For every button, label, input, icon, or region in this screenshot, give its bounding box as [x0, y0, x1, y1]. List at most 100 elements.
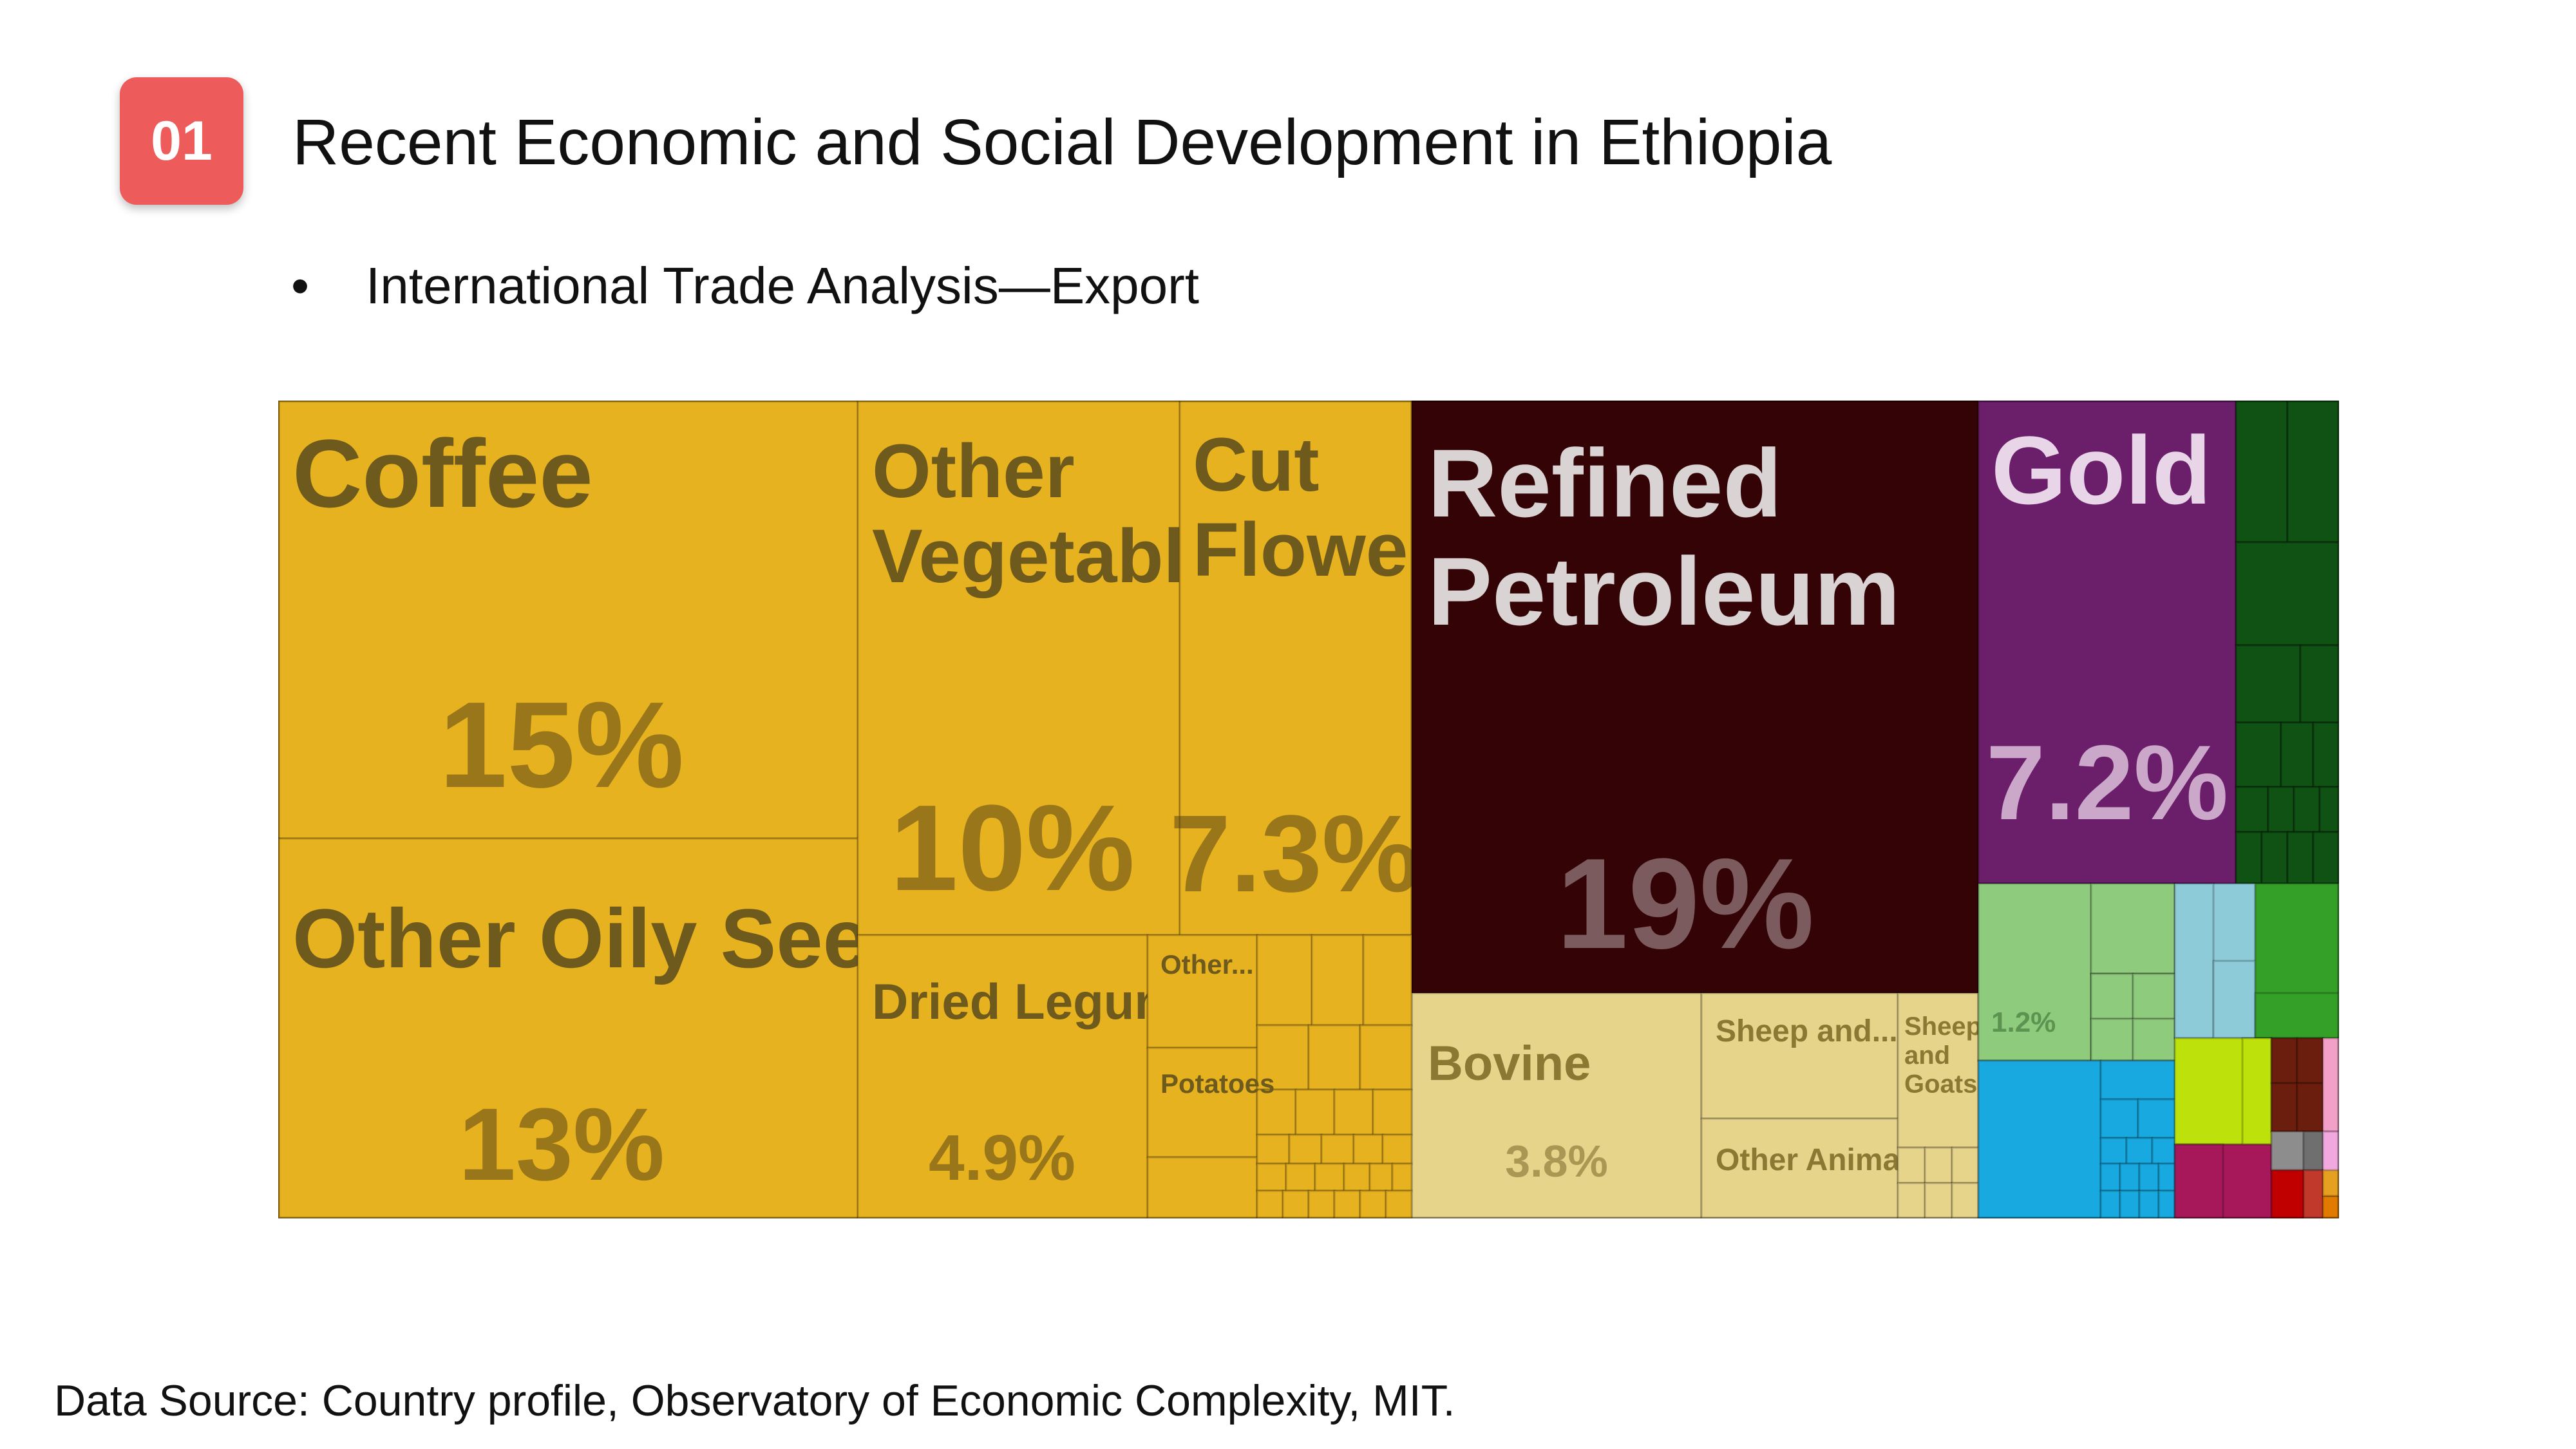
treemap-cell-lightgreen-small	[2090, 972, 2134, 1020]
treemap-cell-animal-small	[1897, 1182, 1926, 1218]
treemap-cell-cyan-small	[2137, 1098, 2176, 1139]
treemap-cell-cyan-small	[2151, 1137, 2176, 1165]
treemap-cell-animal-small	[1924, 1146, 1953, 1184]
treemap-cell-green-small	[2286, 831, 2315, 885]
cell-value-label: 4.9%	[929, 1122, 1075, 1194]
treemap-cell-veg-small	[1288, 1133, 1323, 1165]
treemap-cell-veg-small	[1307, 1024, 1361, 1091]
cell-value-label: 1.2%	[1991, 1007, 2056, 1038]
treemap-cell-orange-small	[2322, 1169, 2339, 1197]
treemap-cell-green-small	[2235, 541, 2339, 647]
treemap-cell-brown-small	[2296, 1037, 2324, 1084]
treemap-cell-green-small	[2260, 831, 2289, 885]
slide-number-badge: 01	[120, 77, 243, 205]
cell-value-label: 10%	[890, 780, 1135, 916]
treemap-cell-veg-small	[1333, 1088, 1374, 1136]
cell-label: Other Oily Seeds	[292, 891, 967, 985]
treemap-cell-animal-small	[1897, 1146, 1926, 1184]
treemap-cell-veg-small	[1256, 1162, 1287, 1192]
treemap-cell-lightgreen-small	[2132, 972, 2176, 1020]
treemap-cell-green-small	[2312, 831, 2339, 885]
treemap-cell-veg-small	[1359, 1024, 1413, 1091]
bullet-icon: •	[291, 257, 310, 314]
treemap-cell-4	[857, 934, 1149, 1218]
treemap-cell-10	[1700, 1117, 1899, 1218]
treemap-cell-veg-small	[1385, 1189, 1413, 1218]
treemap-cell-cyan-small	[2119, 1189, 2141, 1218]
treemap-cell-grey	[2270, 1130, 2305, 1171]
treemap-cell-veg-small	[1381, 1133, 1413, 1165]
treemap-cell-green-small	[2235, 786, 2269, 833]
slide-number: 01	[151, 109, 213, 172]
treemap-cell-veg-small	[1294, 1088, 1336, 1136]
treemap-cell-green-small	[2286, 401, 2339, 544]
treemap-cell-red-small	[2302, 1169, 2324, 1218]
treemap-cell-veg-small	[1362, 934, 1413, 1027]
cell-label: Other...	[1160, 949, 1254, 980]
treemap-cell-animal-small	[1951, 1146, 1980, 1184]
cell-label: Sheep and Goats	[1904, 1012, 1982, 1099]
treemap-cell-veg-small	[1311, 934, 1365, 1027]
treemap-border	[278, 401, 2339, 1218]
treemap-cell-green-small	[2299, 644, 2339, 724]
treemap-cell-brown-small	[2270, 1082, 2298, 1133]
treemap-cell-green-small	[2235, 644, 2302, 724]
treemap-cell-orange	[2322, 1195, 2339, 1218]
treemap-cell-veg-small	[1352, 1133, 1384, 1165]
treemap-cell-cyan-small	[2138, 1162, 2160, 1192]
cell-label: Sheep and...	[1716, 1014, 1898, 1048]
data-source-note: Data Source: Country profile, Observator…	[54, 1376, 1455, 1425]
treemap-cell-lightgreen-small	[2090, 882, 2176, 975]
treemap-cell-veg-small	[1146, 934, 1258, 1049]
treemap-cell-animal-small	[1924, 1182, 1953, 1218]
cell-label: Other Animals	[1716, 1143, 1926, 1177]
treemap-cell-cyan-small	[2125, 1137, 2154, 1165]
bullet-text: International Trade Analysis—Export	[366, 257, 1200, 314]
treemap-cell-veg-small	[1285, 1162, 1316, 1192]
treemap-cell-veg-small	[1372, 1088, 1413, 1136]
treemap-cell-veg-small	[1256, 934, 1313, 1027]
treemap-cell-cyan-small	[2099, 1059, 2176, 1101]
cell-label: Potatoes	[1160, 1068, 1274, 1099]
treemap-cell-green-small	[2267, 786, 2295, 833]
treemap-cell-veg-small	[1314, 1162, 1345, 1192]
treemap-cell-veg-small	[1359, 1189, 1387, 1218]
treemap-cell-grey-small	[2302, 1130, 2324, 1171]
treemap-cell-animal-small	[1951, 1182, 1980, 1218]
cell-label: Refined Petroleum	[1428, 429, 1900, 645]
treemap-cell-lightgreen-small	[1977, 882, 2092, 1062]
treemap-cell-cyan-small	[1977, 1059, 2102, 1218]
cell-value-label: 7.3%	[1170, 793, 1419, 915]
treemap-cell-veg-small	[1146, 1156, 1258, 1218]
treemap-cell-green-small	[2293, 786, 2321, 833]
treemap-cell-brown-small	[2296, 1082, 2324, 1133]
treemap-cell-veg-small	[1343, 1162, 1371, 1192]
treemap-cell-green-small	[2312, 721, 2339, 788]
cell-value-label: 13%	[459, 1086, 665, 1202]
treemap-cell-brown-small	[2270, 1037, 2298, 1084]
treemap-cell-veg-small	[1146, 1046, 1258, 1159]
treemap-cell-12	[1977, 401, 2237, 885]
treemap-cell-cyan-small	[2099, 1098, 2139, 1139]
treemap-cell-lightgreen-small	[2132, 1018, 2176, 1062]
treemap-cell-green-small	[2280, 721, 2315, 788]
treemap-cell-9	[1700, 992, 1899, 1120]
treemap-cell-0	[278, 401, 859, 840]
cell-label: Gold	[1991, 416, 2211, 524]
treemap-cell-3	[1179, 401, 1413, 936]
treemap-cell-veg-small	[1333, 1189, 1361, 1218]
treemap-cell-cyan-small	[2099, 1162, 2121, 1192]
treemap-cell-pink	[2322, 1037, 2339, 1133]
treemap-cell-green-small	[2235, 401, 2289, 544]
treemap-cell-green-small	[2235, 831, 2263, 885]
treemap-cell-green-small	[2318, 786, 2339, 833]
treemap-cell-cyan-small	[2157, 1162, 2176, 1192]
treemap-cell-cyan-small	[2157, 1189, 2176, 1218]
cell-label: Bovine	[1428, 1036, 1591, 1091]
cell-value-label: 7.2%	[1986, 723, 2228, 842]
treemap-cell-lightblue-small	[2212, 960, 2257, 1039]
cell-label: Coffee	[292, 419, 593, 527]
treemap-cell-veg-small	[1391, 1162, 1413, 1192]
slide-title: Recent Economic and Social Development i…	[292, 106, 1832, 178]
